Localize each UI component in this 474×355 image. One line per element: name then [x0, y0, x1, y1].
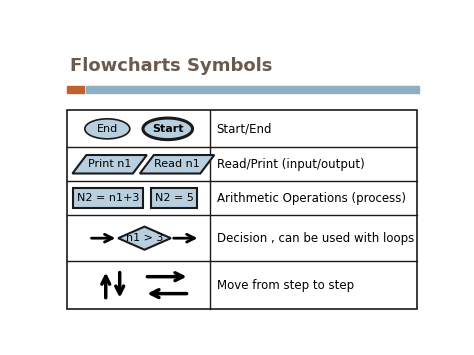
Text: Decision , can be used with loops: Decision , can be used with loops	[217, 232, 414, 245]
Text: n1 > 3: n1 > 3	[126, 233, 163, 243]
Text: Start/End: Start/End	[217, 122, 272, 135]
Text: Arithmetic Operations (process): Arithmetic Operations (process)	[217, 192, 406, 204]
Polygon shape	[73, 155, 147, 174]
Polygon shape	[140, 155, 214, 174]
Bar	[67, 110, 417, 309]
Text: Move from step to step: Move from step to step	[217, 279, 354, 292]
Text: Print n1: Print n1	[88, 159, 131, 169]
Ellipse shape	[143, 118, 192, 140]
Bar	[67, 86, 84, 93]
Polygon shape	[118, 226, 171, 250]
Bar	[73, 188, 143, 208]
Ellipse shape	[85, 119, 130, 139]
Text: Flowcharts Symbols: Flowcharts Symbols	[70, 57, 273, 75]
Text: Read n1: Read n1	[154, 159, 200, 169]
Bar	[86, 86, 419, 93]
Text: Start: Start	[152, 124, 183, 134]
Bar	[151, 188, 197, 208]
Text: Read/Print (input/output): Read/Print (input/output)	[217, 158, 365, 171]
Text: End: End	[97, 124, 118, 134]
Text: N2 = n1+3: N2 = n1+3	[77, 193, 139, 203]
Text: N2 = 5: N2 = 5	[155, 193, 193, 203]
